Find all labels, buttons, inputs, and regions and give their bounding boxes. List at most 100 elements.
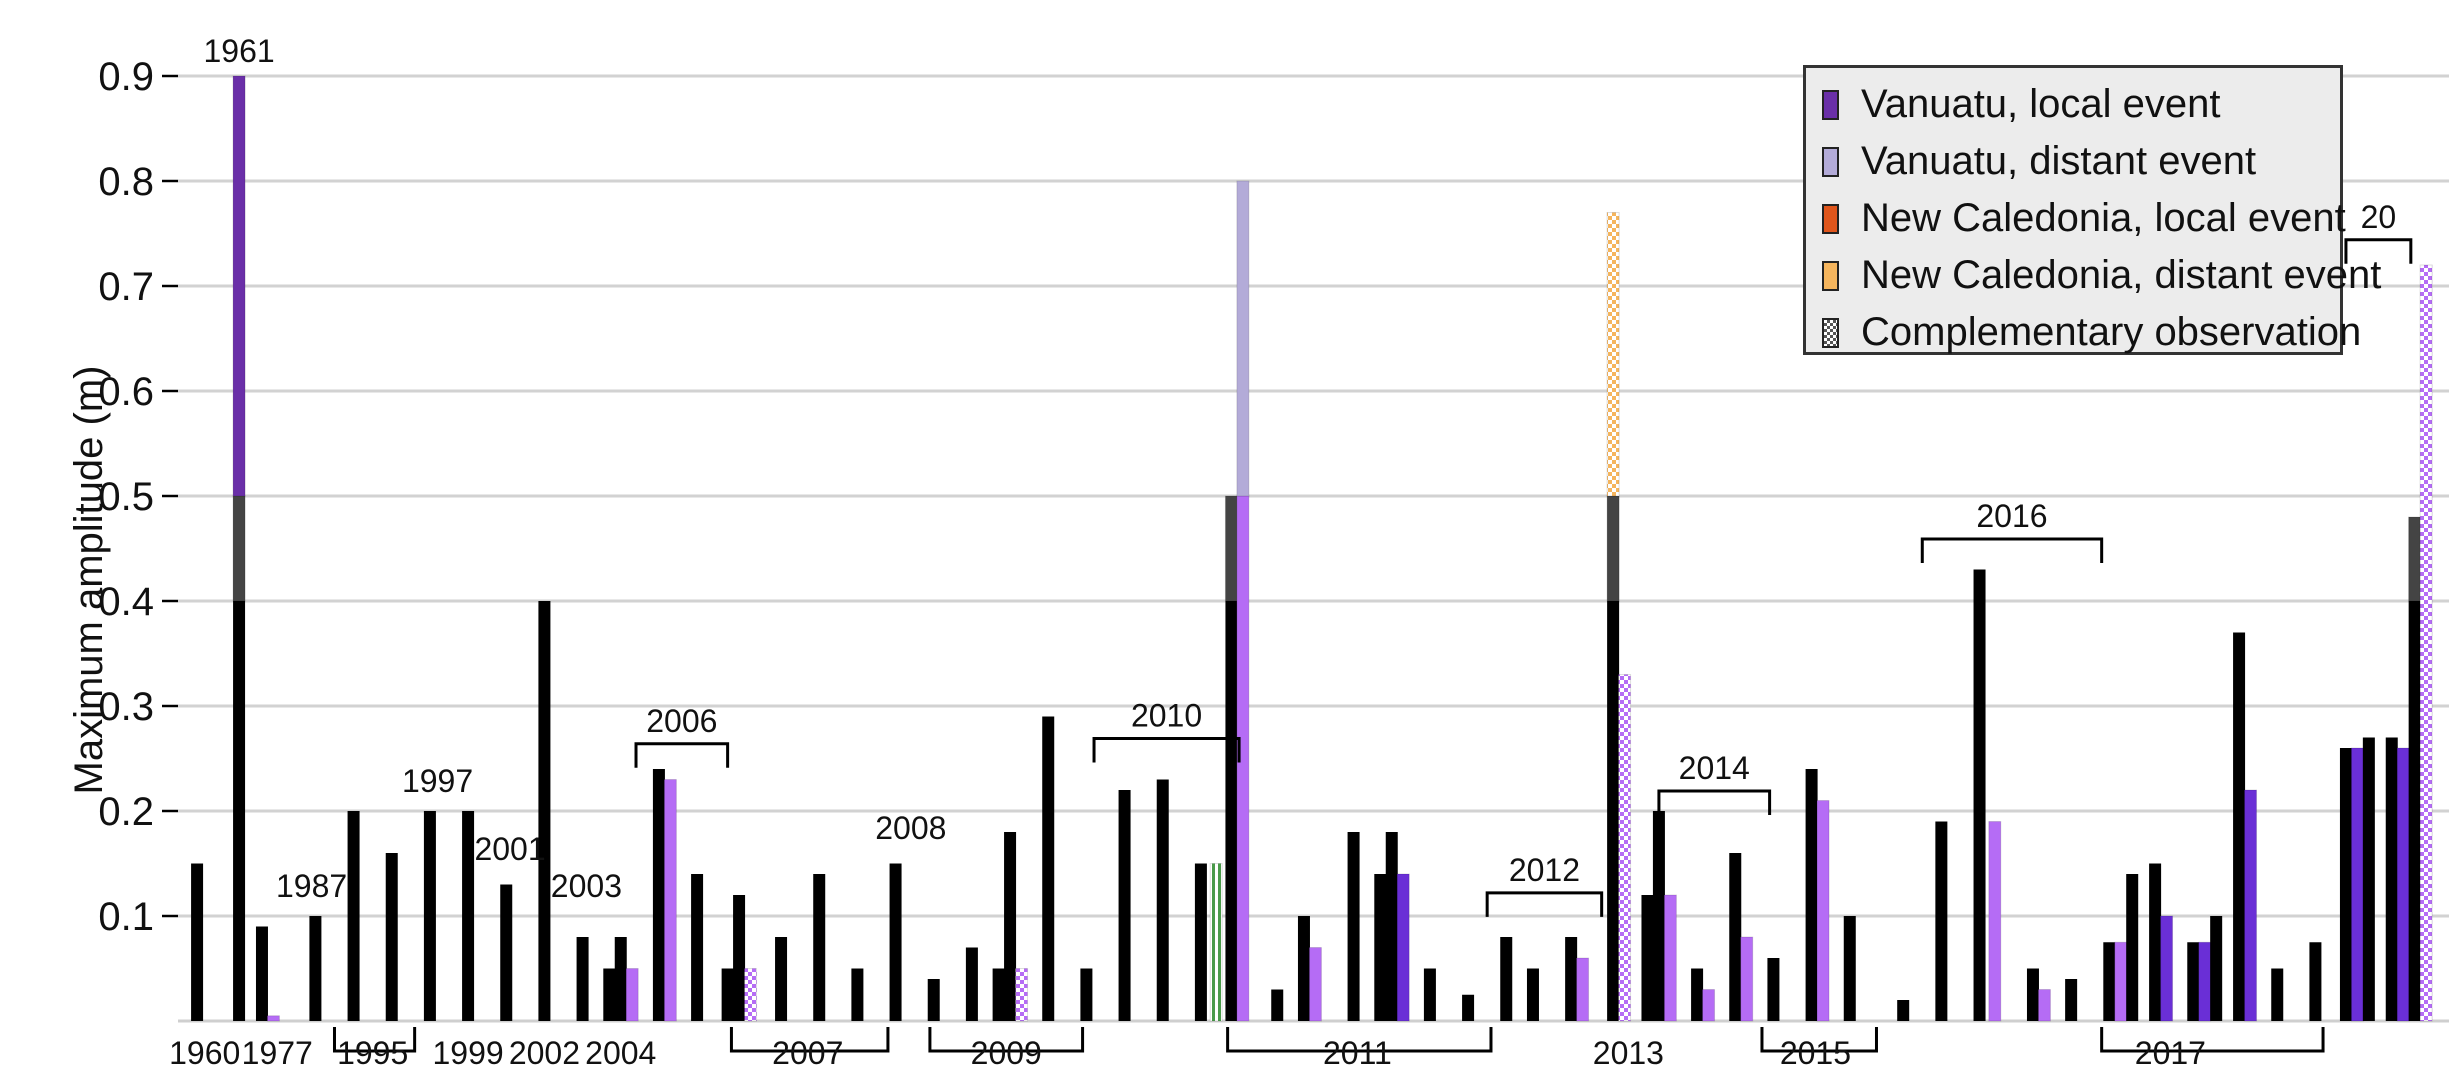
legend-swatch <box>1822 89 1839 120</box>
bar <box>2408 601 2421 1021</box>
x-tick-label: 1960 <box>169 1035 240 1071</box>
bar <box>1423 968 1436 1021</box>
legend-item: Vanuatu, distant event <box>1818 133 2328 190</box>
bar <box>191 863 204 1021</box>
y-tick-label: 0.5 <box>98 475 154 519</box>
bar <box>927 979 940 1021</box>
x-tick-label: 2011 <box>1323 1035 1392 1071</box>
bar <box>2408 516 2422 602</box>
bar <box>813 874 826 1021</box>
bracket-label: 20 <box>2361 199 2397 235</box>
year-annotation: 1961 <box>203 33 274 69</box>
bar <box>1396 873 1410 1022</box>
bar <box>232 495 246 602</box>
bracket-label: 2010 <box>1131 698 1202 734</box>
bar <box>625 968 639 1022</box>
x-tick-label: 2004 <box>585 1035 656 1071</box>
bar <box>1767 958 1780 1021</box>
bar <box>500 884 513 1021</box>
x-tick-label: 1977 <box>242 1035 313 1071</box>
bar <box>255 926 268 1021</box>
year-bracket <box>1092 737 1241 763</box>
bracket-label: 2006 <box>646 703 717 739</box>
bar <box>1652 811 1665 1021</box>
bar <box>2350 747 2364 1022</box>
bar <box>1500 937 1513 1021</box>
bracket-label: 2016 <box>1976 498 2047 534</box>
bar <box>2160 915 2174 1022</box>
bar <box>1691 968 1704 1021</box>
bar <box>2126 874 2139 1021</box>
bar <box>2103 942 2116 1021</box>
bar <box>1015 968 1029 1022</box>
bar <box>2309 942 2322 1021</box>
bar <box>462 811 475 1021</box>
bar <box>1740 936 1754 1022</box>
bar <box>1385 832 1398 1021</box>
legend-item: Complementary observation <box>1818 304 2361 361</box>
legend-label: New Caledonia, distant event <box>1861 253 2382 297</box>
bar <box>233 601 246 1021</box>
legend-label: Complementary observation <box>1861 310 2362 354</box>
legend-swatch <box>1822 146 1839 177</box>
bar <box>1225 601 1238 1021</box>
bar <box>1843 916 1856 1021</box>
year-annotation: 1997 <box>402 763 473 799</box>
year-annotation: 1987 <box>276 868 347 904</box>
bar <box>266 1015 280 1022</box>
y-tick-label: 0.9 <box>98 55 154 99</box>
bar <box>2149 863 2162 1021</box>
bar <box>1042 716 1055 1021</box>
bar <box>2396 747 2410 1022</box>
bar <box>603 968 616 1021</box>
x-tick-label: 1995 <box>337 1035 408 1071</box>
bar <box>2362 737 2375 1021</box>
bar <box>1729 853 1742 1021</box>
bar <box>347 811 360 1021</box>
y-axis-label: Maximum amplitude (m) <box>67 366 111 795</box>
labels: 0.1 0.2 0.3 0.4 0.5 0.6 0.7 0.8 0.9 2006 2010 2012 2… <box>98 33 2396 1071</box>
bar <box>1816 800 1830 1022</box>
year-bracket <box>634 742 730 768</box>
bar <box>2210 916 2223 1021</box>
x-tick-label: 2009 <box>971 1035 1042 1071</box>
bar <box>309 916 322 1021</box>
x-tick-label: 1999 <box>432 1035 503 1071</box>
year-brackets <box>332 238 2413 1053</box>
bar <box>1224 495 1238 602</box>
bracket-label: 2012 <box>1509 852 1580 888</box>
bar <box>2385 737 2398 1021</box>
bar <box>1663 894 1677 1022</box>
bar <box>1374 874 1387 1021</box>
x-tick-label: 2017 <box>2135 1035 2206 1071</box>
year-bracket <box>332 1027 417 1053</box>
bar <box>2271 968 2284 1021</box>
y-tick-label: 0.3 <box>98 685 154 729</box>
legend-item: Vanuatu, local event <box>1818 76 2328 133</box>
bar <box>1565 937 1578 1021</box>
y-tick-label: 0.4 <box>98 580 154 624</box>
bar <box>2233 632 2246 1021</box>
year-annotation: 2003 <box>551 868 622 904</box>
bar <box>1526 968 1539 1021</box>
bars <box>191 75 2433 1022</box>
legend-item: New Caledonia, distant event <box>1818 247 2381 304</box>
bracket-label: 2014 <box>1679 750 1750 786</box>
y-tick-label: 0.6 <box>98 370 154 414</box>
year-bracket <box>928 1027 1085 1053</box>
bar <box>1702 989 1716 1022</box>
bar <box>2026 968 2039 1021</box>
year-bracket <box>1485 891 1604 917</box>
bar <box>1805 769 1818 1021</box>
legend-swatch <box>1822 203 1839 234</box>
year-annotation: 2001 <box>474 831 545 867</box>
bar <box>423 811 436 1021</box>
bar <box>2198 941 2212 1022</box>
bar <box>1308 947 1322 1022</box>
bar <box>2187 942 2200 1021</box>
bar <box>1209 863 1223 1022</box>
bar <box>538 601 551 1021</box>
legend-label: New Caledonia, local event <box>1861 196 2346 240</box>
bar <box>1606 495 1620 602</box>
year-bracket <box>2344 238 2413 264</box>
